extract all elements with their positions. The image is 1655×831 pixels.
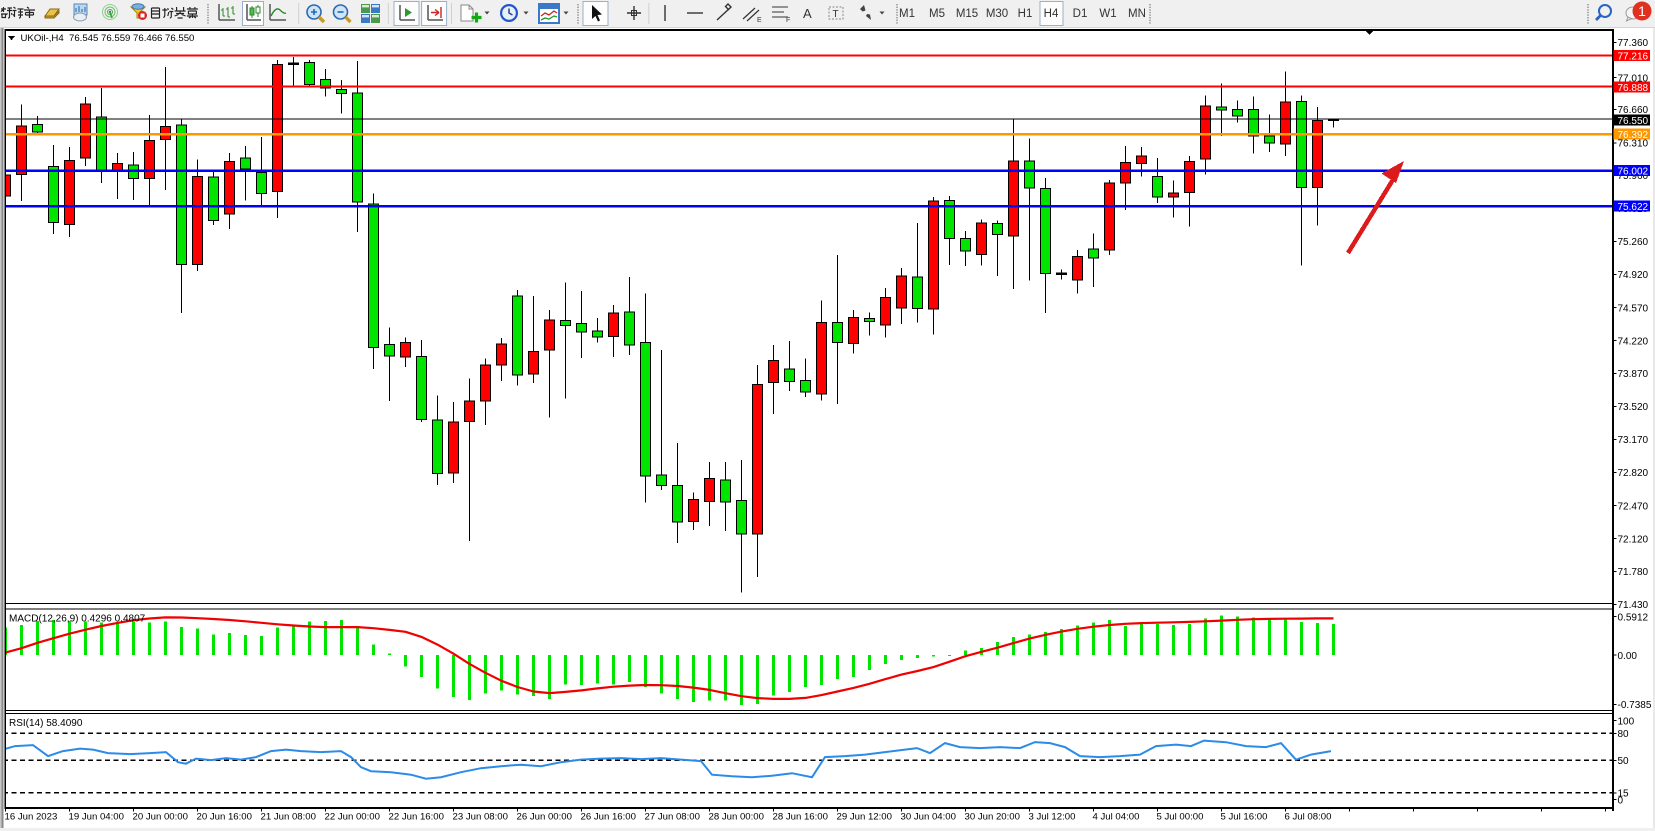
svg-text:-0.7385: -0.7385	[1618, 700, 1652, 711]
svg-text:26 Jun 16:00: 26 Jun 16:00	[581, 812, 636, 823]
svg-text:E: E	[757, 17, 762, 24]
svg-text:72.120: 72.120	[1618, 534, 1649, 545]
svg-text:74.570: 74.570	[1618, 303, 1649, 314]
svg-text:76.392: 76.392	[1618, 130, 1649, 141]
svg-text:76.550: 76.550	[1618, 116, 1649, 127]
svg-text:UKOil-,H4 76.545 76.559 76.46: UKOil-,H4 76.545 76.559 76.466 76.550	[21, 33, 195, 44]
svg-text:23 Jun 08:00: 23 Jun 08:00	[453, 812, 508, 823]
svg-text:15: 15	[1618, 789, 1630, 800]
svg-text:74.220: 74.220	[1618, 336, 1649, 347]
svg-text:0.5912: 0.5912	[1618, 612, 1649, 623]
svg-text:6 Jul 08:00: 6 Jul 08:00	[1285, 812, 1332, 823]
svg-text:RSI(14) 58.4090: RSI(14) 58.4090	[9, 718, 83, 729]
svg-text:74.920: 74.920	[1618, 270, 1649, 281]
svg-text:M15: M15	[956, 8, 978, 20]
svg-text:28 Jun 00:00: 28 Jun 00:00	[709, 812, 764, 823]
svg-text:16 Jun 2023: 16 Jun 2023	[5, 812, 58, 823]
svg-text:0.00: 0.00	[1618, 651, 1638, 662]
svg-text:100: 100	[1618, 716, 1635, 727]
svg-text:H4: H4	[1044, 8, 1059, 20]
svg-text:27 Jun 08:00: 27 Jun 08:00	[645, 812, 700, 823]
svg-text:T: T	[833, 9, 839, 20]
svg-text:77.360: 77.360	[1618, 38, 1649, 49]
svg-text:30 Jun 04:00: 30 Jun 04:00	[901, 812, 956, 823]
svg-text:73.870: 73.870	[1618, 369, 1649, 380]
svg-text:1: 1	[1638, 3, 1646, 19]
svg-text:19 Jun 04:00: 19 Jun 04:00	[69, 812, 124, 823]
svg-text:F: F	[786, 17, 790, 24]
svg-text:3 Jul 12:00: 3 Jul 12:00	[1029, 812, 1076, 823]
svg-text:M30: M30	[986, 8, 1008, 20]
svg-text:26 Jun 00:00: 26 Jun 00:00	[517, 812, 572, 823]
svg-text:20 Jun 16:00: 20 Jun 16:00	[197, 812, 252, 823]
svg-text:A: A	[803, 6, 812, 21]
svg-text:71.780: 71.780	[1618, 567, 1649, 578]
svg-text:72.470: 72.470	[1618, 501, 1649, 512]
svg-text:D1: D1	[1073, 8, 1088, 20]
svg-text:73.170: 73.170	[1618, 435, 1649, 446]
svg-text:75.622: 75.622	[1618, 202, 1649, 213]
svg-text:MACD(12,26,9) 0.4296 0.4807: MACD(12,26,9) 0.4296 0.4807	[9, 614, 146, 625]
svg-text:29 Jun 12:00: 29 Jun 12:00	[837, 812, 892, 823]
svg-text:22 Jun 16:00: 22 Jun 16:00	[389, 812, 444, 823]
svg-text:77.216: 77.216	[1618, 51, 1649, 62]
svg-text:22 Jun 00:00: 22 Jun 00:00	[325, 812, 380, 823]
svg-text:21 Jun 08:00: 21 Jun 08:00	[261, 812, 316, 823]
svg-text:77.010: 77.010	[1618, 73, 1649, 84]
svg-text:76.888: 76.888	[1618, 83, 1649, 94]
svg-text:76.002: 76.002	[1618, 166, 1649, 177]
svg-text:50: 50	[1618, 756, 1630, 767]
svg-text:76.310: 76.310	[1618, 139, 1649, 150]
svg-text:76.660: 76.660	[1618, 105, 1649, 116]
svg-text:30 Jun 20:00: 30 Jun 20:00	[965, 812, 1020, 823]
svg-text:80: 80	[1618, 729, 1630, 740]
svg-text:73.520: 73.520	[1618, 402, 1649, 413]
svg-text:5 Jul 00:00: 5 Jul 00:00	[1157, 812, 1204, 823]
svg-text:M1: M1	[899, 8, 915, 20]
svg-text:75.260: 75.260	[1618, 237, 1649, 248]
svg-text:5 Jul 16:00: 5 Jul 16:00	[1221, 812, 1268, 823]
svg-text:W1: W1	[1099, 8, 1116, 20]
svg-text:4 Jul 04:00: 4 Jul 04:00	[1093, 812, 1140, 823]
svg-text:20 Jun 00:00: 20 Jun 00:00	[133, 812, 188, 823]
svg-text:0: 0	[1618, 795, 1624, 806]
svg-text:28 Jun 16:00: 28 Jun 16:00	[773, 812, 828, 823]
svg-text:71.430: 71.430	[1618, 600, 1649, 611]
svg-text:H1: H1	[1018, 8, 1033, 20]
svg-text:M5: M5	[929, 8, 945, 20]
svg-text:72.820: 72.820	[1618, 468, 1649, 479]
svg-text:75.960: 75.960	[1618, 171, 1649, 182]
svg-text:MN: MN	[1128, 8, 1146, 20]
